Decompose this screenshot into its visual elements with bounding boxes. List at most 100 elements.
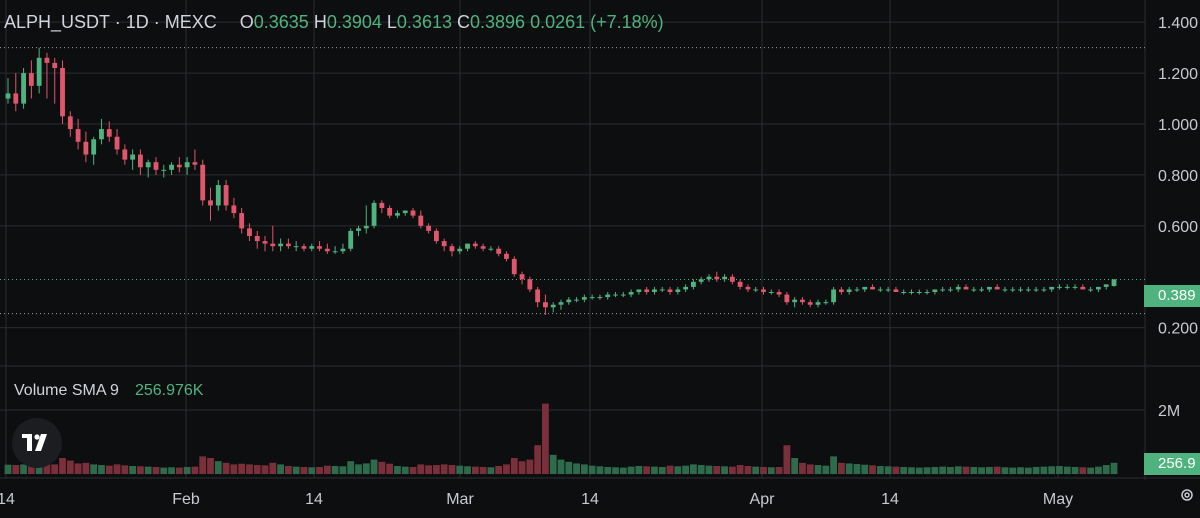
volume-bar bbox=[900, 466, 908, 474]
candle-body bbox=[831, 289, 837, 303]
candle-body bbox=[488, 248, 494, 250]
candle-body bbox=[1103, 284, 1109, 287]
candle-body bbox=[200, 164, 206, 201]
candle-body bbox=[1033, 289, 1039, 291]
candle-body bbox=[153, 162, 159, 170]
candle-body bbox=[1096, 286, 1101, 290]
volume-bar bbox=[183, 466, 191, 474]
volume-bar bbox=[59, 458, 66, 474]
volume-bar bbox=[495, 466, 503, 474]
volume-bar bbox=[425, 465, 432, 474]
volume-axis[interactable]: 2M bbox=[1158, 403, 1180, 420]
candle-body bbox=[753, 289, 759, 291]
volume-bar bbox=[51, 464, 59, 474]
candle-body bbox=[426, 225, 432, 231]
volume-bar bbox=[876, 466, 884, 474]
volume-bar bbox=[401, 466, 409, 474]
volume-bar bbox=[542, 403, 549, 474]
price-tick-label: 1.200 bbox=[1158, 66, 1198, 83]
candle-body bbox=[496, 248, 502, 254]
time-tick-label: Feb bbox=[172, 491, 200, 508]
candle-body bbox=[449, 246, 455, 252]
volume-bar bbox=[690, 464, 697, 474]
candle-body bbox=[208, 200, 213, 206]
price-axis[interactable]: 1.400 1.200 1.000 0.800 0.600 0.200 bbox=[1158, 15, 1198, 337]
volume-bar bbox=[651, 466, 658, 474]
volume-bar bbox=[791, 458, 799, 474]
candle-body bbox=[21, 73, 26, 104]
candle-body bbox=[395, 213, 400, 216]
candle-body bbox=[628, 292, 634, 295]
candle-body bbox=[114, 136, 120, 150]
volume-bar bbox=[853, 464, 861, 474]
volume-tick-label: 2M bbox=[1158, 403, 1180, 420]
candle-body bbox=[1072, 286, 1078, 288]
volume-bar bbox=[760, 466, 767, 474]
symbol-label[interactable]: ALPH_USDT · 1D · MEXC bbox=[4, 12, 217, 32]
volume-bar bbox=[285, 466, 292, 474]
volume-bar bbox=[939, 466, 947, 474]
volume-bar bbox=[580, 464, 588, 474]
volume-bar bbox=[253, 465, 261, 474]
volume-bar bbox=[736, 465, 744, 474]
candle-body bbox=[581, 297, 587, 300]
time-tick-label: May bbox=[1043, 491, 1073, 508]
volume-bar bbox=[518, 461, 526, 474]
volume-bar bbox=[1032, 466, 1040, 474]
volume-bar bbox=[884, 466, 892, 474]
candle-body bbox=[683, 286, 689, 290]
price-tick-label: 0.800 bbox=[1158, 168, 1198, 185]
volume-bar bbox=[682, 465, 690, 474]
volume-bar bbox=[440, 464, 448, 474]
candle-body bbox=[714, 276, 720, 280]
candle-body bbox=[636, 289, 642, 292]
open-value: 0.3635 bbox=[253, 12, 309, 32]
candle-body bbox=[215, 185, 221, 206]
candle-body bbox=[402, 210, 408, 214]
volume-tag: 256.9 bbox=[1144, 453, 1200, 475]
volume-bar bbox=[308, 467, 316, 474]
volume-bar bbox=[705, 465, 713, 474]
candle-body bbox=[1111, 279, 1117, 287]
candle-body bbox=[706, 276, 712, 280]
volume-bar bbox=[43, 463, 51, 474]
volume-bar bbox=[417, 464, 425, 474]
volume-label[interactable]: Volume SMA 9 bbox=[14, 382, 119, 399]
candle-body bbox=[301, 246, 307, 249]
candle-body bbox=[36, 57, 42, 86]
volume-bar bbox=[970, 466, 978, 474]
candle-body bbox=[776, 292, 782, 295]
volume-bar bbox=[464, 466, 471, 474]
volume-bars bbox=[4, 403, 1118, 474]
candle-body bbox=[278, 243, 284, 247]
candle-body bbox=[994, 286, 1000, 290]
candle-body bbox=[574, 299, 579, 301]
candles bbox=[5, 47, 1117, 315]
candle-body bbox=[519, 274, 525, 280]
candle-body bbox=[807, 302, 813, 305]
candle-body bbox=[1041, 289, 1047, 291]
volume-value: 256.976K bbox=[134, 382, 204, 399]
tradingview-logo-icon[interactable] bbox=[12, 418, 62, 468]
volume-bar bbox=[191, 466, 199, 474]
candle-body bbox=[410, 210, 416, 216]
volume-bar bbox=[814, 465, 822, 474]
candle-body bbox=[854, 289, 860, 291]
volume-bar bbox=[838, 462, 845, 474]
volume-bar bbox=[822, 465, 830, 474]
volume-bar bbox=[1110, 462, 1118, 474]
volume-bar bbox=[355, 464, 362, 474]
candle-body bbox=[768, 292, 774, 293]
candle-body bbox=[504, 253, 509, 259]
settings-gear-icon[interactable] bbox=[1178, 486, 1196, 504]
candle-body bbox=[60, 68, 65, 117]
candle-body bbox=[932, 289, 938, 292]
volume-bar bbox=[90, 464, 98, 474]
volume-bar bbox=[1095, 466, 1102, 474]
volume-bar bbox=[479, 466, 487, 474]
volume-bar bbox=[238, 463, 246, 474]
volume-bar bbox=[269, 462, 277, 474]
candle-body bbox=[340, 248, 346, 252]
time-axis[interactable]: 14 Feb 14 Mar 14 Apr 14 May bbox=[0, 491, 1073, 508]
